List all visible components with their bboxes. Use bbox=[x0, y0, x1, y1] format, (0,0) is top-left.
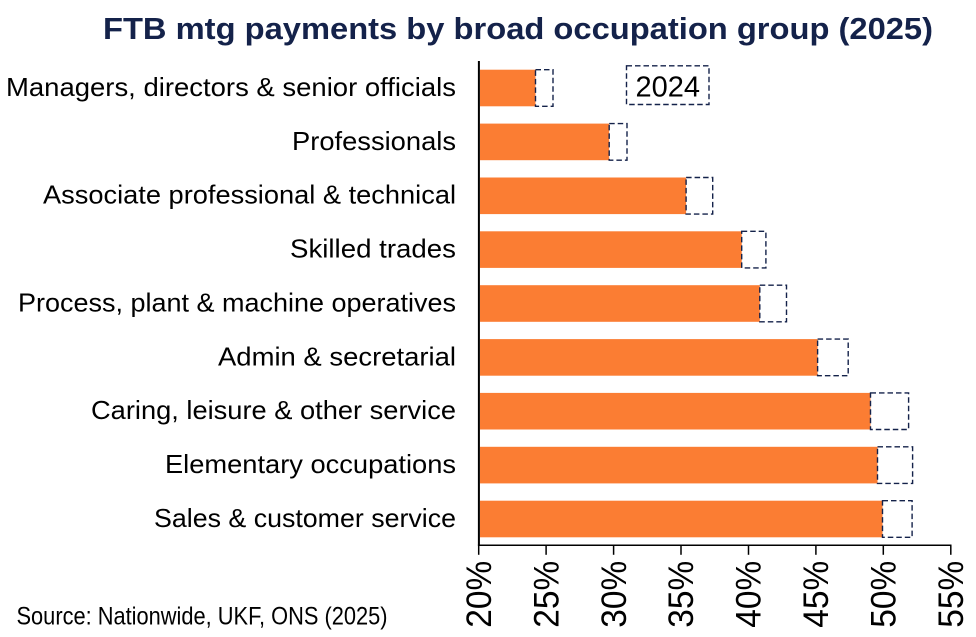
svg-text:Admin & secretarial: Admin & secretarial bbox=[218, 341, 456, 371]
svg-text:Sales & customer service: Sales & customer service bbox=[154, 503, 456, 533]
svg-text:Elementary occupations: Elementary occupations bbox=[165, 449, 456, 479]
svg-text:50%: 50% bbox=[865, 561, 904, 628]
svg-text:Associate professional & techn: Associate professional & technical bbox=[43, 180, 456, 210]
svg-text:35%: 35% bbox=[662, 561, 701, 628]
svg-text:2024: 2024 bbox=[636, 72, 701, 104]
svg-text:45%: 45% bbox=[797, 561, 836, 628]
svg-text:Professionals: Professionals bbox=[292, 126, 456, 156]
svg-text:Caring, leisure & other servic: Caring, leisure & other service bbox=[91, 395, 456, 425]
svg-text:55%: 55% bbox=[932, 561, 971, 628]
svg-text:Skilled trades: Skilled trades bbox=[290, 234, 456, 264]
svg-text:40%: 40% bbox=[730, 561, 769, 628]
svg-text:FTB mtg payments by broad occu: FTB mtg payments by broad occupation gro… bbox=[103, 11, 933, 46]
svg-text:20%: 20% bbox=[460, 561, 499, 628]
svg-text:Process, plant & machine opera: Process, plant & machine operatives bbox=[18, 287, 456, 317]
svg-text:30%: 30% bbox=[595, 561, 634, 628]
svg-text:Managers, directors & senior o: Managers, directors & senior officials bbox=[6, 72, 456, 102]
svg-text:Source: Nationwide, UKF, ONS (: Source: Nationwide, UKF, ONS (2025) bbox=[17, 602, 388, 630]
svg-text:25%: 25% bbox=[527, 561, 566, 628]
